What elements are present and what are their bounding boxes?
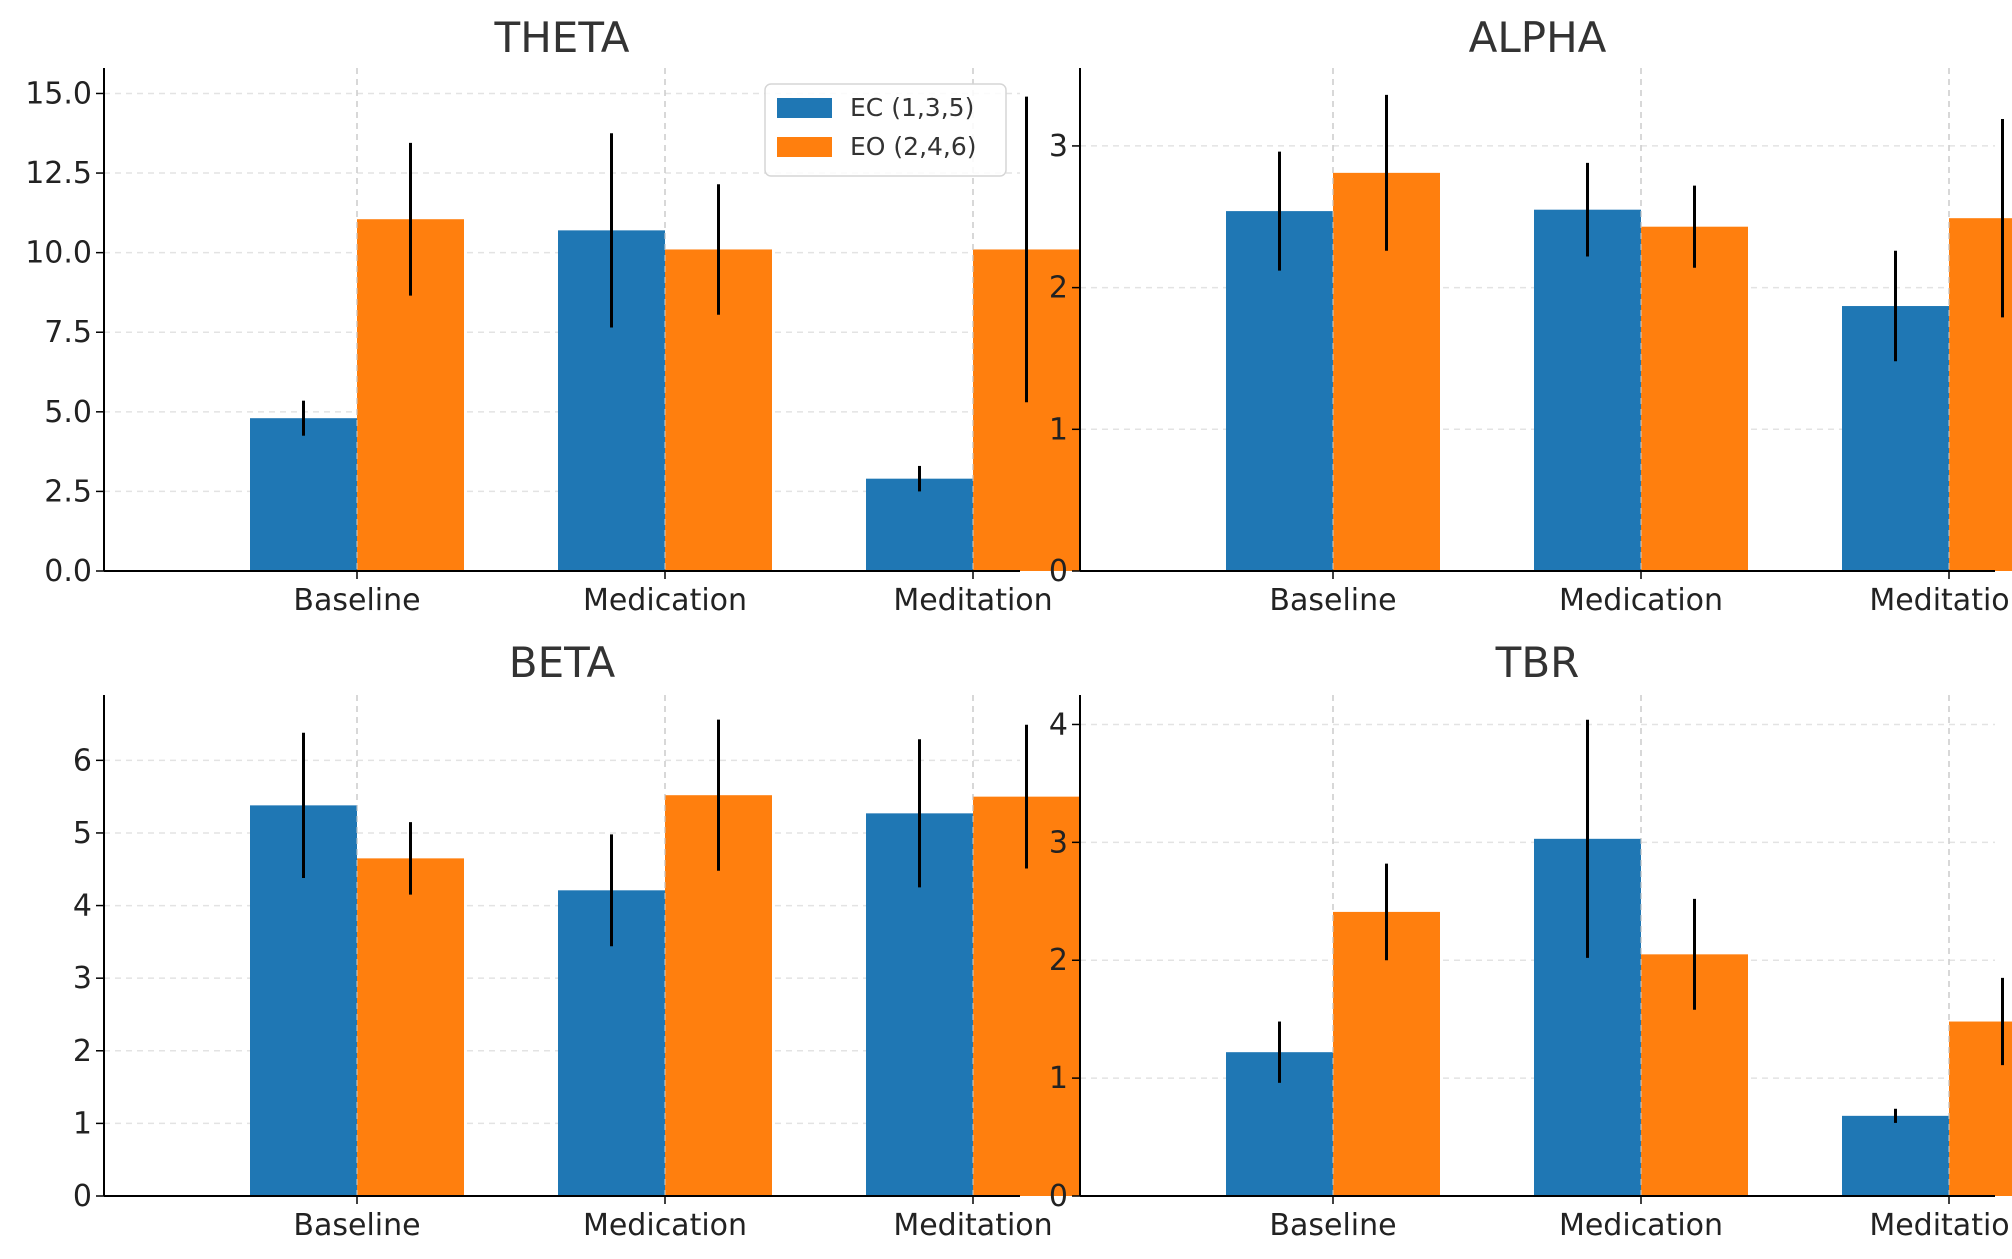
y-tick-label: 0.0 [44,554,92,589]
legend-swatch-ec [777,98,832,118]
x-tick-label: Medication [583,583,747,618]
bar-ec-baseline [1226,211,1333,571]
y-tick-label: 12.5 [25,156,92,191]
bar-ec-meditation [1842,1115,1949,1196]
legend-swatch-eo [777,137,832,157]
y-tick-label: 7.5 [44,315,92,350]
chart-title: TBR [1495,638,1580,687]
bar-ec-baseline [250,418,357,571]
chart-title: ALPHA [1469,13,1607,62]
x-tick-label: Meditation [1869,1208,2012,1243]
y-tick-label: 1 [1049,412,1068,447]
y-tick-label: 5.0 [44,395,92,430]
bar-eo-medication [1641,226,1748,571]
y-tick-label: 0 [1049,554,1068,589]
x-tick-label: Meditation [1869,583,2012,618]
chart-title: BETA [509,638,616,687]
y-tick-label: 2.5 [44,474,92,509]
x-tick-label: Baseline [293,583,420,618]
chart-panel-tbr: 0 1 2 3 4 Baseline Medication Meditation TBR [1049,638,2012,1243]
x-tick-label: Meditation [893,583,1052,618]
x-tick-label: Meditation [893,1208,1052,1243]
x-tick-label: Medication [1559,583,1723,618]
y-tick-label: 4 [1049,707,1068,742]
chart-panel-alpha: 0 1 2 3 Baseline Medication Meditation ALPHA [1049,13,2012,618]
y-tick-label: 6 [73,743,92,778]
x-tick-label: Baseline [1269,583,1396,618]
legend: EC (1,3,5) EO (2,4,6) [764,83,1007,177]
y-tick-label: 0 [1049,1179,1068,1214]
x-tick-label: Baseline [1269,1208,1396,1243]
y-tick-label: 3 [1049,129,1068,164]
x-tick-label: Medication [583,1208,747,1243]
legend-label-eo: EO (2,4,6) [850,132,977,161]
y-tick-label: 4 [73,889,92,924]
bar-ec-meditation [866,478,973,571]
x-tick-label: Medication [1559,1208,1723,1243]
y-tick-label: 2 [73,1034,92,1069]
y-tick-label: 2 [1049,943,1068,978]
y-tick-label: 3 [1049,825,1068,860]
y-tick-label: 5 [73,816,92,851]
x-tick-label: Baseline [293,1208,420,1243]
y-tick-label: 3 [73,961,92,996]
bar-ec-medication [1534,209,1641,572]
chart-panel-beta: 0 1 2 3 4 5 6 Baseline Medication Meditation BETA [73,638,1080,1243]
chart-panel-theta: 0.0 2.5 5.0 7.5 10.0 12.5 15.0 Baseline Medicati… [25,13,1080,618]
y-tick-label: 0 [73,1179,92,1214]
chart-title: THETA [494,13,630,62]
y-tick-label: 2 [1049,271,1068,306]
y-tick-label: 10.0 [25,236,92,271]
y-tick-label: 1 [1049,1061,1068,1096]
legend-label-ec: EC (1,3,5) [850,93,974,122]
y-tick-label: 1 [73,1106,92,1141]
y-tick-label: 15.0 [25,76,92,111]
bar-eo-baseline [357,858,464,1196]
